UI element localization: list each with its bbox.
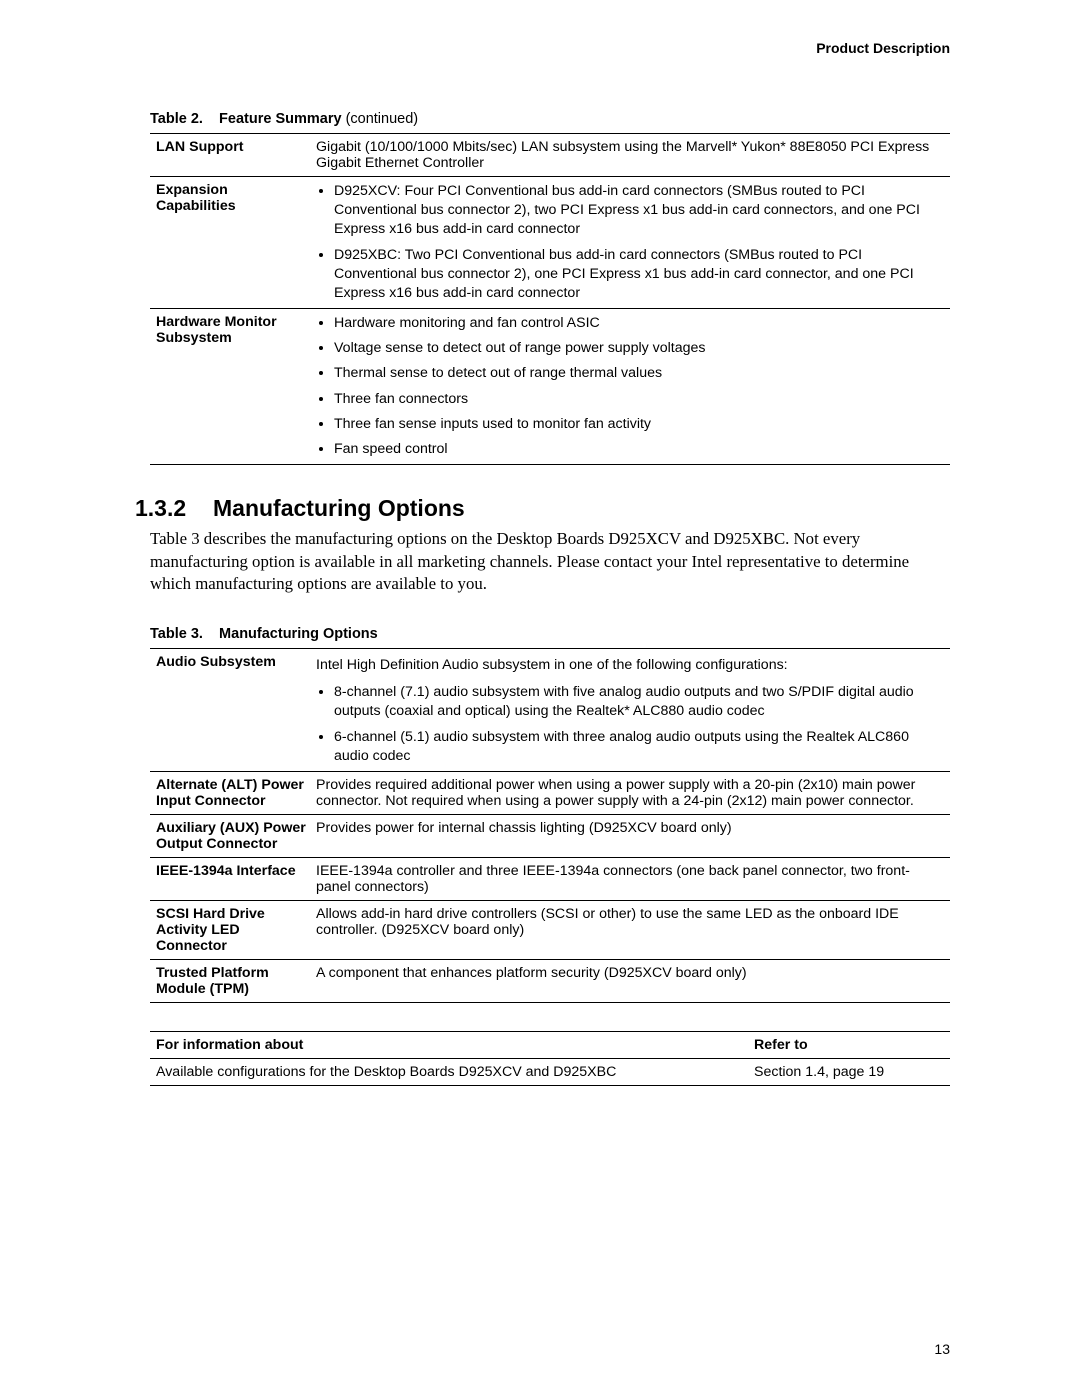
section-heading: 1.3.2Manufacturing Options — [135, 495, 950, 522]
page-header: Product Description — [135, 40, 950, 56]
t2-hw-content: Hardware monitoring and fan control ASIC… — [310, 309, 950, 465]
t3-aux-text: Provides power for internal chassis ligh… — [310, 814, 950, 857]
table2-label: Table 2. — [150, 111, 203, 127]
reference-table: For information about Refer to Available… — [150, 1031, 950, 1086]
table2-title: Feature Summary — [219, 111, 342, 127]
section-paragraph: Table 3 describes the manufacturing opti… — [150, 528, 950, 596]
t3-tpm-text: A component that enhances platform secur… — [310, 959, 950, 1002]
t2-exp-b2: D925XBC: Two PCI Conventional bus add-in… — [334, 246, 942, 304]
t2-lan-text: Gigabit (10/100/1000 Mbits/sec) LAN subs… — [310, 134, 950, 177]
document-page: Product Description Table 2. Feature Sum… — [0, 0, 1080, 1397]
table3-caption: Table 3. Manufacturing Options — [150, 626, 950, 642]
t3-tpm-label: Trusted Platform Module (TPM) — [150, 959, 310, 1002]
t2-hw-b1: Hardware monitoring and fan control ASIC — [334, 314, 942, 333]
t3-ieee-text: IEEE-1394a controller and three IEEE-139… — [310, 857, 950, 900]
t2-lan-label: LAN Support — [150, 134, 310, 177]
t2-hw-b2: Voltage sense to detect out of range pow… — [334, 339, 942, 358]
section-title: Manufacturing Options — [213, 495, 465, 521]
t2-hw-b6: Fan speed control — [334, 440, 942, 459]
t2-hw-b4: Three fan connectors — [334, 390, 942, 409]
t3-audio-b2: 6-channel (5.1) audio subsystem with thr… — [334, 728, 942, 766]
t3-scsi-label: SCSI Hard Drive Activity LED Connector — [150, 900, 310, 959]
t2-hw-b3: Thermal sense to detect out of range the… — [334, 364, 942, 383]
ref-col2-header: Refer to — [748, 1031, 950, 1058]
table2-caption: Table 2. Feature Summary (continued) — [150, 111, 950, 127]
ref-col1-header: For information about — [150, 1031, 748, 1058]
t3-audio-intro: Intel High Definition Audio subsystem in… — [316, 656, 942, 675]
t3-alt-text: Provides required additional power when … — [310, 771, 950, 814]
t3-audio-content: Intel High Definition Audio subsystem in… — [310, 649, 950, 772]
t2-exp-content: D925XCV: Four PCI Conventional bus add-i… — [310, 177, 950, 309]
t3-ieee-label: IEEE-1394a Interface — [150, 857, 310, 900]
ref-row1-col2: Section 1.4, page 19 — [748, 1058, 950, 1085]
t2-exp-b1: D925XCV: Four PCI Conventional bus add-i… — [334, 182, 942, 240]
section-number: 1.3.2 — [135, 495, 213, 522]
ref-row1-col1: Available configurations for the Desktop… — [150, 1058, 748, 1085]
table2-suffix: (continued) — [342, 111, 419, 127]
t2-exp-label: Expansion Capabilities — [150, 177, 310, 309]
t3-alt-label: Alternate (ALT) Power Input Connector — [150, 771, 310, 814]
table2: LAN Support Gigabit (10/100/1000 Mbits/s… — [150, 133, 950, 465]
page-number: 13 — [934, 1341, 950, 1357]
table3-label: Table 3. — [150, 626, 203, 642]
table3: Audio Subsystem Intel High Definition Au… — [150, 648, 950, 1003]
t3-aux-label: Auxiliary (AUX) Power Output Connector — [150, 814, 310, 857]
t3-audio-b1: 8-channel (7.1) audio subsystem with fiv… — [334, 683, 942, 721]
table3-title: Manufacturing Options — [219, 626, 378, 642]
t2-hw-label: Hardware Monitor Subsystem — [150, 309, 310, 465]
t3-audio-label: Audio Subsystem — [150, 649, 310, 772]
t3-scsi-text: Allows add-in hard drive controllers (SC… — [310, 900, 950, 959]
t2-hw-b5: Three fan sense inputs used to monitor f… — [334, 415, 942, 434]
